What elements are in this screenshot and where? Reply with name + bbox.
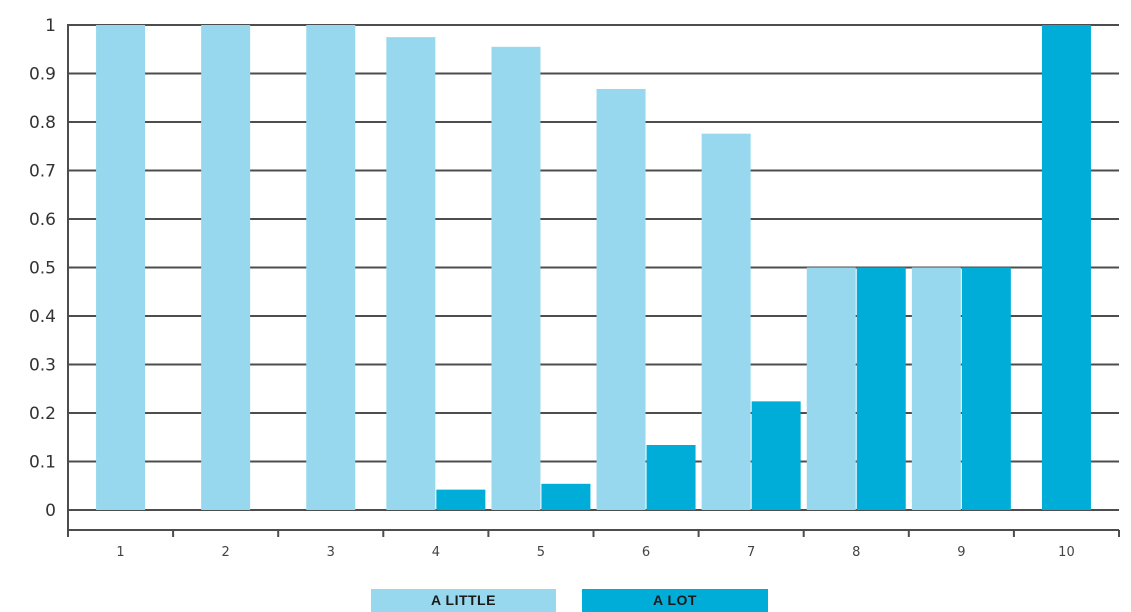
bar-a-little-2: [201, 25, 251, 510]
y-tick-label: 1: [45, 16, 56, 36]
bar-a-lot-10: [1041, 25, 1091, 510]
bar-a-lot-8: [856, 267, 906, 510]
y-tick-label: 0.3: [29, 356, 56, 376]
bar-a-lot-9: [961, 267, 1011, 510]
x-tick-label: 6: [642, 545, 650, 560]
bar-a-little-6: [596, 89, 646, 511]
legend-item-a-little: A LITTLE: [371, 589, 556, 612]
y-tick-label: 0.8: [29, 113, 56, 133]
y-tick-label: 0.6: [29, 210, 56, 230]
bar-a-lot-4: [436, 489, 486, 510]
bar-a-little-8: [806, 267, 856, 510]
bar-a-little-9: [911, 267, 961, 510]
y-tick-label: 0.5: [29, 259, 56, 279]
label-layer: 0 0.1 0.2 0.3 0.4 0.5 0.6 0.7 0.8 0.9 1 1 2 3 4 5 6 7 8 9 10: [29, 16, 1075, 560]
x-tick-label: 9: [957, 545, 965, 560]
legend: A LITTLE A LOT: [0, 589, 1131, 612]
x-tick-label: 4: [432, 545, 440, 560]
bar-a-little-7: [701, 133, 751, 510]
bar-a-little-1: [96, 25, 146, 510]
y-tick-label: 0.2: [29, 404, 56, 424]
bar-layer: [96, 25, 1091, 511]
y-tick-label: 0.9: [29, 65, 56, 85]
y-tick-label: 0.1: [29, 453, 56, 473]
y-tick-label: 0.7: [29, 162, 56, 182]
y-tick-label: 0: [45, 501, 56, 521]
axis-layer: [67, 24, 1120, 537]
x-tick-label: 7: [747, 545, 755, 560]
x-tick-label: 3: [327, 545, 335, 560]
x-tick-label: 1: [116, 545, 124, 560]
legend-item-a-lot: A LOT: [582, 589, 768, 612]
x-tick-label: 2: [222, 545, 230, 560]
bar-chart: 0 0.1 0.2 0.3 0.4 0.5 0.6 0.7 0.8 0.9 1 1 2 3 4 5 6 7 8 9 10: [29, 16, 1120, 560]
bar-a-lot-7: [751, 401, 801, 510]
bar-a-little-3: [306, 25, 356, 510]
x-tick-label: 5: [537, 545, 545, 560]
x-tick-label: 8: [852, 545, 860, 560]
bar-a-lot-6: [646, 445, 696, 510]
legend-label-a-little: A LITTLE: [431, 592, 496, 608]
x-tick-label: 10: [1058, 545, 1075, 560]
legend-label-a-lot: A LOT: [653, 592, 697, 608]
bar-a-lot-5: [541, 483, 591, 510]
y-tick-label: 0.4: [29, 307, 56, 327]
bar-a-little-4: [386, 37, 436, 510]
bar-a-little-5: [491, 46, 541, 510]
